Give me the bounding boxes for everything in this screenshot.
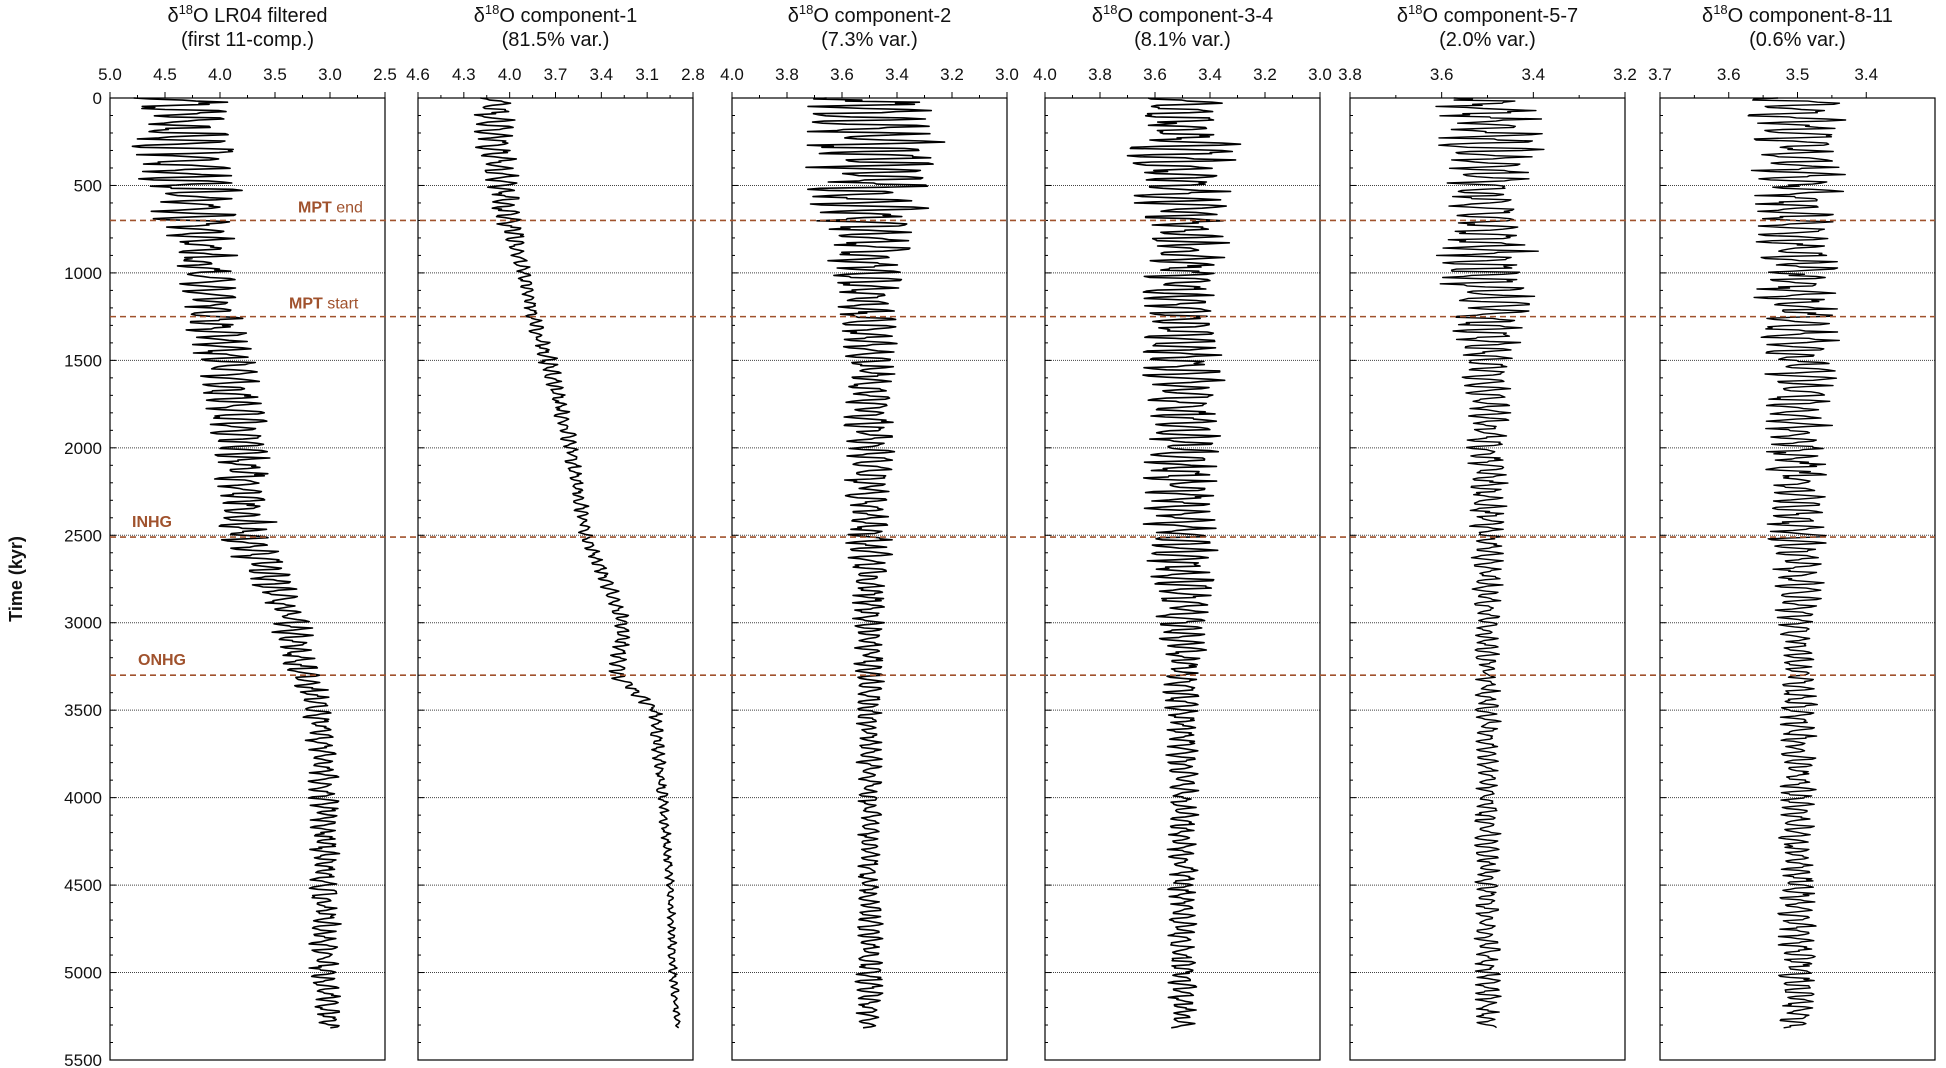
panel-subtitle: (0.6% var.) [1749, 29, 1846, 51]
panel-title: δ18O component-2 [788, 2, 951, 27]
panel-5: δ18O component-5-7(2.0% var.) 3.8 3.6 3.4 3.… [1338, 2, 1637, 1061]
series-line [131, 97, 342, 1029]
x-tick-label: 3.8 [775, 65, 799, 84]
panel-1: δ18O LR04 filtered(first 11-comp.) 5.0 4.5… [98, 2, 397, 1061]
x-tick-label: 3.0 [995, 65, 1019, 84]
series-line [1747, 97, 1847, 1029]
panel-4: δ18O component-3-4(8.1% var.) 4.0 3.8 3.6 3.… [1033, 2, 1332, 1061]
panel-frame [417, 97, 694, 1061]
x-tick-label: 3.4 [1854, 65, 1878, 84]
event-lines: MPT end MPT start INHG ONHG [110, 199, 1935, 677]
y-tick-label: 1500 [64, 351, 102, 370]
panel-title: δ18O component-3-4 [1092, 2, 1273, 27]
panel-frame [1044, 97, 1321, 1061]
panel-subtitle: (2.0% var.) [1439, 29, 1536, 51]
x-tick-label: 3.7 [544, 65, 568, 84]
y-tick-label: 4500 [64, 876, 102, 895]
event-label: INHG [132, 514, 172, 531]
event-label: MPT end [298, 199, 363, 216]
x-tick-label: 3.4 [590, 65, 614, 84]
panel-subtitle: (8.1% var.) [1134, 29, 1231, 51]
panel-frame [1349, 97, 1626, 1061]
panels: δ18O LR04 filtered(first 11-comp.) 5.0 4.5… [98, 2, 1936, 1061]
x-tick-label: 3.2 [1253, 65, 1277, 84]
x-tick-label: 3.1 [635, 65, 659, 84]
x-tick-label: 4.0 [208, 65, 232, 84]
panel-title: δ18O LR04 filtered [167, 2, 327, 27]
x-tick-label: 3.6 [1717, 65, 1741, 84]
x-tick-label: 3.6 [1430, 65, 1454, 84]
x-tick-label: 3.8 [1088, 65, 1112, 84]
panel-subtitle: (81.5% var.) [502, 29, 610, 51]
series-line [473, 97, 681, 1029]
time-axis: 0 500 1000 1500 2000 2500 3000 3500 4000 4500 5000… [6, 89, 102, 1068]
x-tick-label: 3.8 [1338, 65, 1362, 84]
y-tick-label: 3000 [64, 614, 102, 633]
x-tick-label: 3.0 [318, 65, 342, 84]
series-line [1435, 97, 1545, 1029]
panel-subtitle: (first 11-comp.) [181, 29, 314, 51]
panel-title: δ18O component-5-7 [1397, 2, 1578, 27]
x-tick-label: 3.2 [1613, 65, 1637, 84]
x-tick-label: 3.6 [830, 65, 854, 84]
panel-subtitle: (7.3% var.) [821, 29, 918, 51]
y-tick-label: 2000 [64, 439, 102, 458]
x-tick-label: 3.2 [940, 65, 964, 84]
panel-frame [731, 97, 1008, 1061]
panel-title: δ18O component-1 [474, 2, 637, 27]
series-line [805, 97, 946, 1029]
x-tick-label: 4.0 [498, 65, 522, 84]
x-tick-label: 4.3 [452, 65, 476, 84]
y-tick-label: 5500 [64, 1051, 102, 1068]
x-tick-label: 2.5 [373, 65, 397, 84]
event-label: ONHG [138, 652, 186, 669]
x-tick-label: 4.6 [406, 65, 430, 84]
x-tick-label: 3.0 [1308, 65, 1332, 84]
x-tick-label: 4.0 [720, 65, 744, 84]
x-tick-label: 3.4 [1522, 65, 1546, 84]
x-tick-label: 3.5 [1786, 65, 1810, 84]
y-tick-label: 5000 [64, 964, 102, 983]
panel-title: δ18O component-8-11 [1702, 2, 1893, 27]
x-tick-label: 4.0 [1033, 65, 1057, 84]
panel-6: δ18O component-8-11(0.6% var.) 3.7 3.6 3.5 3… [1648, 2, 1936, 1061]
x-tick-label: 4.5 [153, 65, 177, 84]
x-tick-label: 3.4 [885, 65, 909, 84]
x-tick-label: 3.7 [1648, 65, 1672, 84]
x-tick-label: 5.0 [98, 65, 122, 84]
y-tick-label: 2500 [64, 526, 102, 545]
y-tick-label: 4000 [64, 789, 102, 808]
panel-2: δ18O component-1(81.5% var.) 4.6 4.3 4.0 3.7… [406, 2, 705, 1061]
panel-3: δ18O component-2(7.3% var.) 4.0 3.8 3.6 3.4 3… [720, 2, 1019, 1061]
y-axis-label: Time (kyr) [6, 536, 26, 622]
y-tick-label: 3500 [64, 701, 102, 720]
y-tick-label: 0 [93, 89, 102, 108]
panel-frame [109, 97, 386, 1061]
x-tick-label: 3.6 [1143, 65, 1167, 84]
x-tick-label: 3.4 [1198, 65, 1222, 84]
x-tick-label: 2.8 [681, 65, 705, 84]
x-tick-label: 3.5 [263, 65, 287, 84]
panel-frame [1659, 97, 1936, 1061]
y-tick-label: 1000 [64, 264, 102, 283]
event-label: MPT start [289, 296, 359, 313]
y-tick-label: 500 [74, 176, 102, 195]
series-line [1126, 97, 1242, 1029]
